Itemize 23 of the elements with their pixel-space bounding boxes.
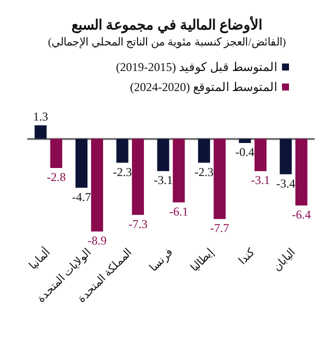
chart-title: الأوضاع المالية في مجموعة السبع — [72, 16, 262, 34]
data-label: -6.1 — [169, 204, 188, 218]
data-label: -2.3 — [112, 164, 132, 179]
chart-subtitle: (الفائض/العجز كنسبة مئوية من الناتج المحلي الإجمالي) — [48, 36, 286, 48]
data-label: -6.4 — [292, 208, 311, 222]
data-label: -7.3 — [128, 216, 148, 231]
x-tick-label: إيطاليا — [188, 246, 216, 274]
data-label: -2.3 — [194, 164, 214, 179]
legend-label: المتوسط المتوقع (2020-2024) — [130, 80, 277, 94]
data-label: -3.1 — [251, 173, 270, 188]
data-label: -8.9 — [88, 234, 107, 248]
data-label: -3.4 — [276, 176, 296, 190]
legend-label: المتوسط قبل كوفيد (2015-2019) — [116, 60, 277, 74]
x-tick-label: ألمانيا — [26, 245, 53, 272]
data-label: -2.8 — [46, 170, 66, 184]
data-label: -7.7 — [210, 221, 230, 236]
x-tick-label: كندا — [236, 246, 258, 268]
data-label: -4.7 — [72, 190, 91, 204]
data-label: -3.1 — [154, 173, 173, 188]
x-tick-label: فرنسا — [148, 246, 176, 274]
data-label: -0.4 — [235, 145, 254, 159]
data-label: 1.3 — [33, 109, 48, 124]
x-tick-label: اليابان — [270, 246, 298, 274]
